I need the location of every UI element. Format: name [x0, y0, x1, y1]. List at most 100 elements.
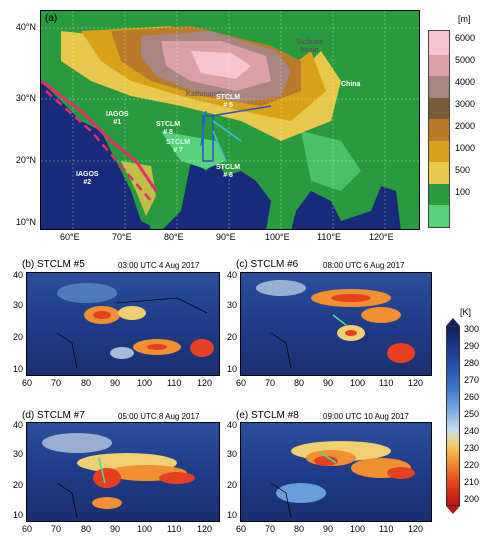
lat-label: 40	[226, 420, 237, 430]
lat-label: 20	[226, 332, 237, 342]
brightness-temp-map-d	[26, 422, 220, 522]
panel-title-b: (b) STCLM #5	[22, 259, 85, 270]
temp-tick: 280	[464, 358, 480, 368]
lat-label: 20	[12, 480, 23, 490]
elev-tick: 500	[455, 165, 471, 175]
lat-label: 30°N	[15, 93, 36, 103]
lon-label: 110	[379, 378, 394, 388]
elev-tick: 5000	[455, 55, 476, 65]
elev-tick: 1000	[455, 143, 476, 153]
lat-label: 10°N	[15, 217, 36, 227]
label-kathmandu: Kathmandu	[186, 91, 225, 98]
label-iagos-2: IAGOS #2	[76, 171, 99, 186]
lat-label: 20	[12, 332, 23, 342]
lon-axis-e: 60 70 80 90 100 110 120	[236, 524, 432, 536]
lon-label: 80°E	[164, 232, 184, 242]
lon-label: 60	[22, 378, 33, 388]
lon-label: 60	[22, 524, 33, 534]
temp-tick: 270	[464, 375, 480, 385]
lon-label: 110	[167, 378, 182, 388]
temp-tick: 210	[464, 477, 480, 487]
elev-tick: 100	[455, 187, 471, 197]
panel-label-a: (a)	[45, 13, 58, 24]
panel-title-e: (e) STCLM #8	[236, 410, 299, 421]
lon-label: 80	[294, 524, 305, 534]
lat-label: 30	[226, 300, 237, 310]
panel-time-d: 05:00 UTC 8 Aug 2017	[118, 412, 200, 421]
lon-label: 70	[51, 524, 62, 534]
label-iagos-1: IAGOS #1	[106, 111, 129, 126]
lon-label: 70°E	[112, 232, 132, 242]
lon-label: 120	[408, 378, 424, 388]
lon-label: 110	[379, 524, 394, 534]
lat-label: 10	[12, 364, 23, 374]
lat-label: 40	[226, 270, 237, 280]
label-stclm-7: STCLM # 7	[166, 139, 191, 154]
temp-tick: 230	[464, 443, 480, 453]
temperature-unit: [K]	[460, 307, 472, 317]
lon-label: 90	[323, 378, 334, 388]
lat-label: 30	[12, 300, 23, 310]
lat-axis-e: 40 30 20 10	[220, 420, 239, 522]
lon-label: 90	[323, 524, 334, 534]
temperature-colorbar	[446, 318, 460, 514]
lon-label: 70	[265, 378, 276, 388]
lon-label: 90	[110, 524, 121, 534]
lon-label: 60°E	[60, 232, 80, 242]
panel-title-c: (c) STCLM #6	[236, 259, 299, 270]
lon-label: 100	[350, 378, 366, 388]
lon-label: 70	[265, 524, 276, 534]
brightness-temp-map-e	[240, 422, 432, 522]
lon-axis-d: 60 70 80 90 100 110 120	[22, 524, 220, 536]
elev-tick: 3000	[455, 99, 476, 109]
lat-label: 10	[226, 364, 237, 374]
panel-title-d: (d) STCLM #7	[22, 410, 85, 421]
lon-label: 60	[236, 524, 247, 534]
lon-label: 100°E	[265, 232, 290, 242]
temp-tick: 250	[464, 409, 480, 419]
lon-label: 100	[137, 378, 153, 388]
elevation-ticks: 6000 5000 4000 3000 2000 1000 500 100	[455, 30, 499, 228]
brightness-temp-map-b	[26, 272, 220, 376]
panel-time-e: 09:00 UTC 10 Aug 2017	[323, 412, 409, 421]
lon-label: 100	[137, 524, 153, 534]
elev-tick: 2000	[455, 121, 476, 131]
lat-axis-b: 40 30 20 10	[5, 270, 25, 376]
temp-tick: 220	[464, 460, 480, 470]
elev-tick: 4000	[455, 77, 476, 87]
lon-label: 90	[110, 378, 121, 388]
lat-label: 30	[12, 449, 23, 459]
lat-axis-c: 40 30 20 10	[220, 270, 239, 376]
elevation-unit: [m]	[458, 14, 471, 24]
lat-label: 30	[226, 449, 237, 459]
lon-label: 110°E	[317, 232, 341, 242]
label-china: China	[341, 81, 361, 88]
temp-tick: 300	[464, 324, 480, 334]
label-stclm-8: STCLM # 8	[156, 121, 181, 136]
temperature-ticks: 300 290 280 270 260 250 240 230 220 210 …	[464, 324, 498, 514]
temp-tick: 200	[464, 494, 480, 504]
lon-label: 120	[197, 524, 213, 534]
lat-label: 40	[12, 270, 23, 280]
temp-tick: 290	[464, 341, 480, 351]
lon-label: 60	[236, 378, 247, 388]
lat-label: 20°N	[15, 155, 36, 165]
lon-axis-b: 60 70 80 90 100 110 120	[22, 378, 220, 390]
lat-label: 20	[226, 480, 237, 490]
lat-axis-d: 40 30 20 10	[5, 420, 25, 522]
lon-label: 120	[408, 524, 424, 534]
label-stclm-6: STCLM # 6	[216, 164, 241, 179]
lat-label: 40°N	[15, 22, 36, 32]
temp-tick: 240	[464, 426, 480, 436]
panel-time-b: 03:00 UTC 4 Aug 2017	[118, 261, 200, 270]
topography-map: (a) Kathmandu Sichuan basin China IAGOS #1…	[40, 10, 420, 230]
lon-label: 80	[294, 378, 305, 388]
lat-label: 10	[12, 510, 23, 520]
temp-tick: 260	[464, 392, 480, 402]
lon-label: 100	[350, 524, 366, 534]
elevation-colorbar	[428, 30, 450, 228]
panel-time-c: 08:00 UTC 6 Aug 2017	[323, 261, 405, 270]
lat-label: 10	[226, 510, 237, 520]
lon-axis-c: 60 70 80 90 100 110 120	[236, 378, 432, 390]
lon-label: 120°E	[369, 232, 394, 242]
